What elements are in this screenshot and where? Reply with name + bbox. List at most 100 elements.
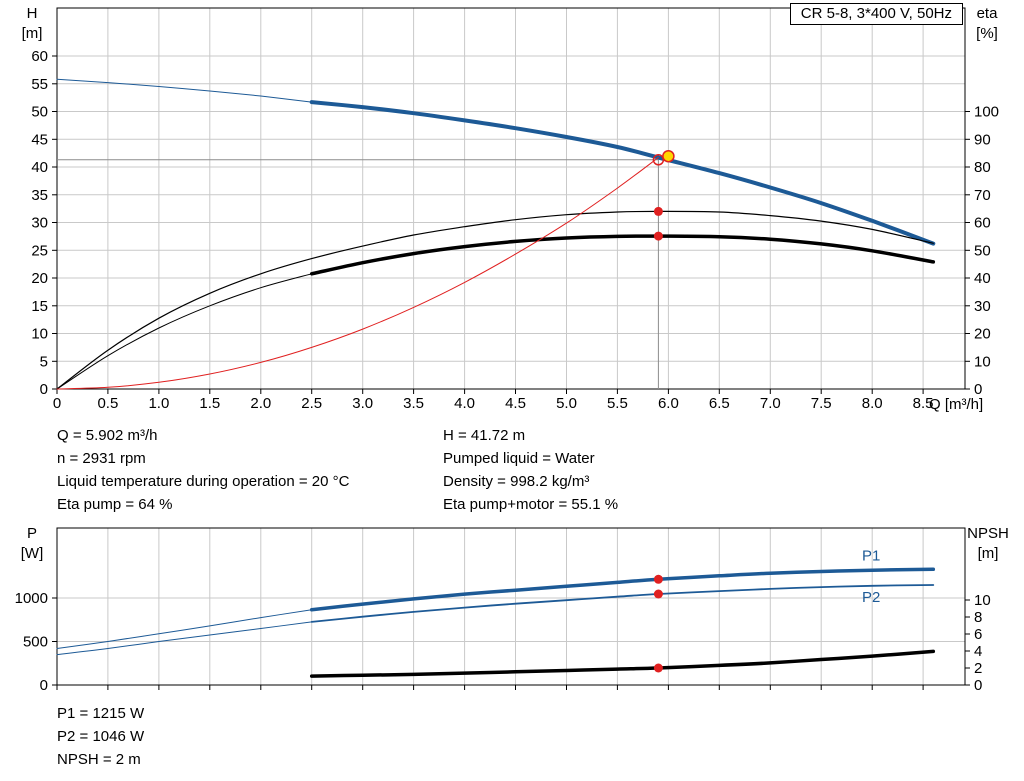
npsh-axis-header: NPSH [m] [962,524,1014,564]
svg-text:70: 70 [974,187,991,204]
svg-text:8.0: 8.0 [862,395,883,412]
svg-text:25: 25 [31,242,48,259]
info-line-liquid: Pumped liquid = Water [443,450,595,467]
svg-text:7.0: 7.0 [760,395,781,412]
svg-text:50: 50 [974,242,991,259]
svg-text:8.5: 8.5 [913,395,934,412]
tick-marks [52,597,970,690]
svg-text:0: 0 [974,677,982,694]
duty-point-crosshair [57,159,659,389]
svg-text:20: 20 [974,326,991,343]
info-line-p1: P1 = 1215 W [57,705,145,722]
svg-text:5.5: 5.5 [607,395,628,412]
q-axis-label: Q [m³/h] [929,396,984,413]
svg-text:7.5: 7.5 [811,395,832,412]
p-axis-name: P [26,525,37,542]
h-axis-unit: [m] [21,25,43,42]
h-axis-name: H [26,5,38,22]
eta-pump-curve [56,210,934,390]
svg-text:2.0: 2.0 [250,395,271,412]
p-axis-header: P [W] [8,524,56,564]
gridlines [57,8,965,389]
info-line-n: n = 2931 rpm [57,450,146,467]
tick-marks [52,55,970,394]
pump-curve-extension [56,78,313,103]
svg-text:0: 0 [40,677,48,694]
tick-labels: 0 5 10 15 20 25 30 35 40 45 50 55 60 0 10 20 30 40 50 60 70 8… [31,48,999,412]
svg-text:40: 40 [31,159,48,176]
npsh-axis-name: NPSH [967,525,1009,542]
svg-text:6.0: 6.0 [658,395,679,412]
p2-point [653,589,663,599]
system-curve [56,157,659,390]
svg-text:20: 20 [31,270,48,287]
svg-text:3.5: 3.5 [403,395,424,412]
info-line-npsh: NPSH = 2 m [57,751,141,768]
svg-text:1.5: 1.5 [199,395,220,412]
svg-text:0: 0 [974,381,982,398]
svg-text:60: 60 [31,48,48,65]
svg-text:10: 10 [974,353,991,370]
svg-text:2: 2 [974,660,982,677]
svg-text:10: 10 [31,326,48,343]
svg-text:10: 10 [974,592,991,609]
svg-text:500: 500 [23,634,48,651]
svg-text:35: 35 [31,187,48,204]
eta-pump-motor-extension [56,273,313,390]
svg-text:6.5: 6.5 [709,395,730,412]
svg-text:5: 5 [40,353,48,370]
duty-info-right: H = 41.72 m Pumped liquid = Water Densit… [443,424,618,516]
p1-curve-label: P1 [862,548,880,565]
eta-pump-motor-point [653,231,663,241]
eta-pump-motor-curve [309,234,936,276]
info-line-eta-pump: Eta pump = 64 % [57,496,173,513]
p1-extension [56,609,313,649]
svg-text:60: 60 [974,215,991,232]
p1-curve [309,567,936,612]
power-info: P1 = 1215 W P2 = 1046 W NPSH = 2 m [57,702,144,771]
eta-axis-unit: [%] [976,25,998,42]
npsh-axis-unit: [m] [977,545,999,562]
svg-text:4.5: 4.5 [505,395,526,412]
plot-border [56,7,966,390]
operating-point-marker[interactable] [662,149,675,163]
svg-text:40: 40 [974,270,991,287]
svg-text:0.5: 0.5 [97,395,118,412]
info-line-eta-total: Eta pump+motor = 55.1 % [443,496,619,513]
svg-text:90: 90 [974,131,991,148]
svg-text:100: 100 [974,104,999,121]
svg-text:1000: 1000 [15,590,48,607]
info-line-temp: Liquid temperature during operation = 20… [57,473,350,490]
svg-text:3.0: 3.0 [352,395,373,412]
plot-border [56,527,966,686]
npsh-point [653,663,663,673]
gridlines [57,528,965,685]
svg-text:50: 50 [31,104,48,121]
info-line-q: Q = 5.902 m³/h [57,427,158,444]
svg-text:4: 4 [974,643,982,660]
svg-text:80: 80 [974,159,991,176]
svg-text:0: 0 [53,395,61,412]
eta-pump-point [653,206,663,216]
eta-axis-header: eta [%] [962,4,1012,44]
svg-text:4.0: 4.0 [454,395,475,412]
svg-text:1.0: 1.0 [148,395,169,412]
pump-type-box: CR 5-8, 3*400 V, 50Hz [789,3,963,25]
svg-text:55: 55 [31,76,48,93]
svg-text:30: 30 [31,215,48,232]
p1-point [653,574,663,584]
svg-text:0: 0 [40,381,48,398]
svg-text:6: 6 [974,626,982,643]
pump-curve [309,100,936,246]
info-line-density: Density = 998.2 kg/m³ [443,473,590,490]
p2-curve-label: P2 [862,589,880,606]
svg-text:30: 30 [974,298,991,315]
svg-text:45: 45 [31,131,48,148]
p-axis-unit: [W] [20,545,44,562]
duty-info-left: Q = 5.902 m³/h n = 2931 rpm Liquid tempe… [57,424,349,516]
info-line-p2: P2 = 1046 W [57,728,145,745]
chart-area-performance: 0 5 10 15 20 25 30 35 40 45 50 55 60 0 10 20 30 40 50 60 70 8… [31,7,999,412]
